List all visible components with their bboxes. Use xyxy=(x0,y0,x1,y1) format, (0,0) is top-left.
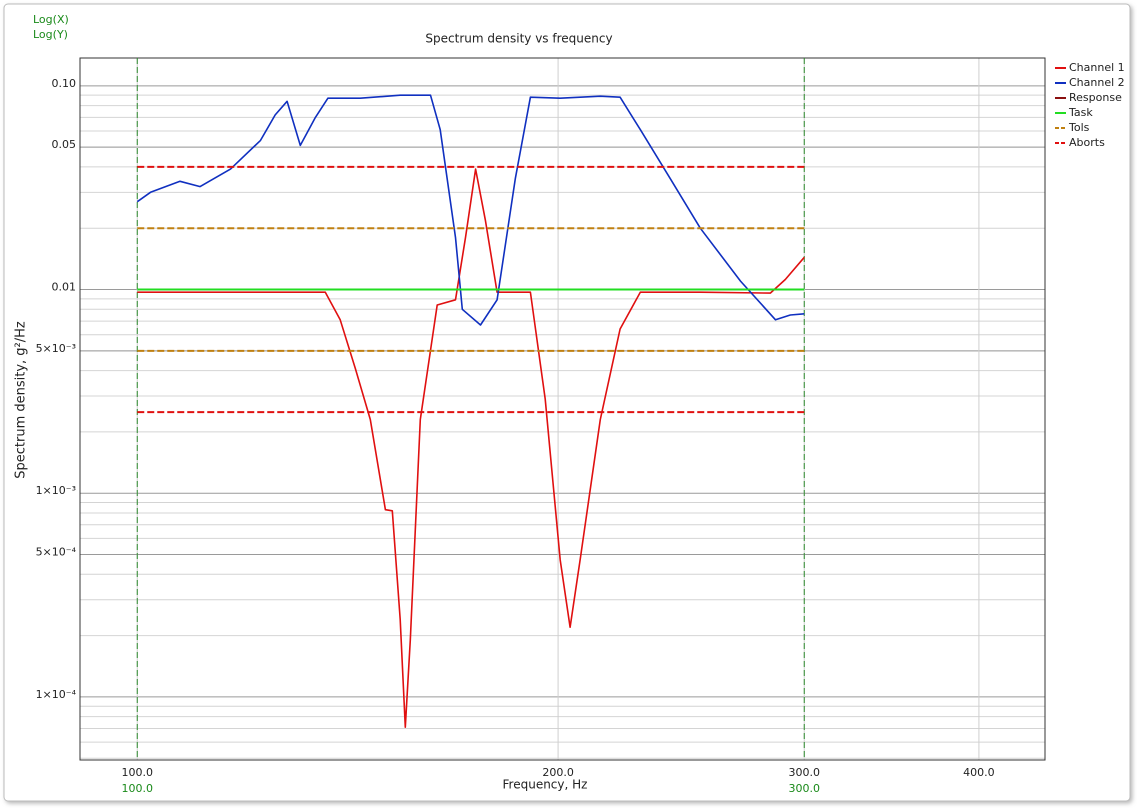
y-tick-label: 0.10 xyxy=(52,77,77,90)
x-tick-label: 300.0 xyxy=(789,766,821,779)
range-marker-label: 300.0 xyxy=(789,782,821,795)
chart-title: Spectrum density vs frequency xyxy=(425,32,612,46)
x-tick-label: 100.0 xyxy=(122,766,154,779)
frame xyxy=(3,3,1131,802)
x-tick-label: 400.0 xyxy=(963,766,995,779)
x-tick-label: 200.0 xyxy=(542,766,574,779)
legend-label: Channel 1 xyxy=(1069,61,1125,74)
log-x-note: Log(X) xyxy=(33,13,69,26)
legend-label: Channel 2 xyxy=(1069,76,1125,89)
plot-area xyxy=(79,57,1046,761)
series-line xyxy=(136,94,805,326)
y-axis-label: Spectrum density, g²/Hz xyxy=(14,321,29,479)
y-tick-label: 0.05 xyxy=(52,138,77,151)
legend-label: Response xyxy=(1069,91,1122,104)
log-y-note: Log(Y) xyxy=(33,28,68,41)
y-tick-label: 0.01 xyxy=(52,281,77,294)
y-tick-label: 5×10⁻³ xyxy=(36,342,76,355)
legend-label: Tols xyxy=(1068,121,1090,134)
y-tick-label: 1×10⁻⁴ xyxy=(36,688,77,701)
legend-label: Task xyxy=(1068,106,1093,119)
range-marker-label: 100.0 xyxy=(122,782,154,795)
legend-label: Aborts xyxy=(1069,136,1105,149)
x-axis-label: Frequency, Hz xyxy=(503,778,588,792)
y-tick-label: 1×10⁻³ xyxy=(36,484,76,497)
series-line xyxy=(137,168,805,728)
y-tick-label: 5×10⁻⁴ xyxy=(36,546,77,559)
